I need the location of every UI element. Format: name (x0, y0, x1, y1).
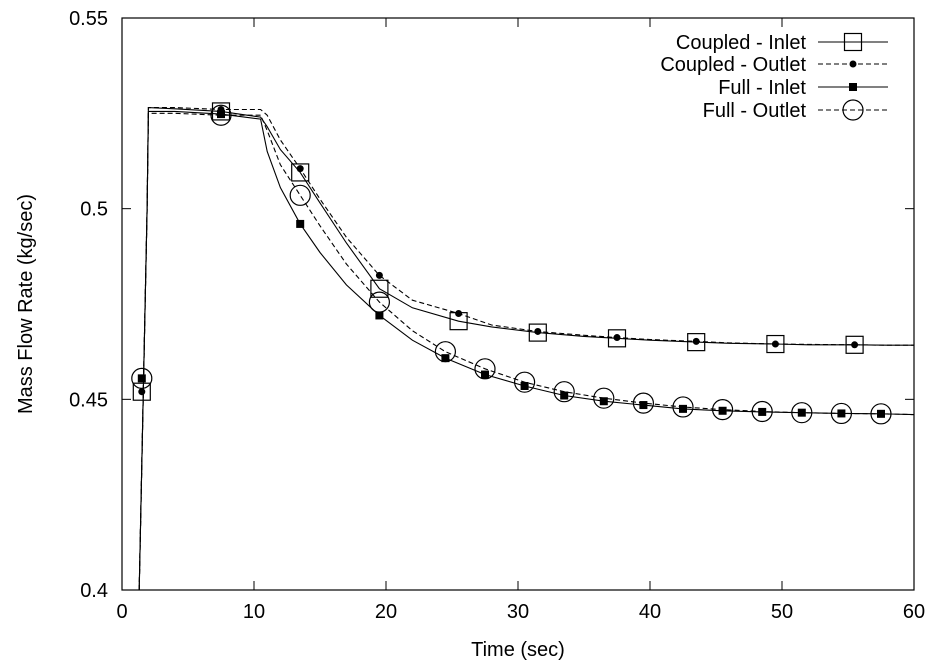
series-2 (138, 106, 914, 591)
series-point (434, 341, 456, 363)
series-3 (137, 110, 915, 591)
series-point (296, 165, 304, 173)
y-tick-label: 0.45 (69, 389, 108, 411)
series-point (291, 163, 310, 182)
series-point (441, 354, 450, 363)
series-point (375, 271, 383, 279)
legend-marker (843, 32, 863, 52)
series-point (791, 402, 813, 424)
series-point (599, 397, 608, 406)
x-tick-label: 40 (639, 601, 661, 623)
series-point (679, 404, 687, 413)
legend-marker (842, 99, 864, 121)
series-point (870, 403, 892, 425)
series-4 (131, 104, 915, 591)
series-point (851, 341, 859, 349)
legend-label: Full - Inlet (718, 77, 806, 99)
series-point (131, 367, 153, 389)
series-line (138, 107, 914, 591)
series-point (368, 291, 390, 313)
series-point (718, 406, 727, 415)
x-tick-label: 0 (116, 601, 127, 623)
series-point (593, 387, 615, 409)
series-point (751, 400, 773, 423)
series-point (474, 358, 496, 380)
y-tick-label: 0.5 (80, 199, 108, 221)
series-point (560, 391, 569, 400)
series-point (211, 102, 231, 121)
series-point (375, 311, 384, 320)
legend-label: Coupled - Outlet (660, 54, 806, 76)
series-point (513, 371, 536, 393)
series-point (370, 279, 389, 298)
legend-label: Full - Outlet (703, 100, 807, 122)
series-point (296, 219, 305, 228)
plot-series (131, 102, 915, 591)
x-tick-label: 60 (903, 601, 925, 623)
y-axis-label: Mass Flow Rate (kg/sec) (15, 194, 37, 414)
axes: 0 10 20 30 40 50 60 0.4 0.45 0.5 0.55 (69, 8, 925, 623)
series-point (289, 184, 311, 206)
series-point (672, 396, 694, 418)
x-tick-label: 50 (771, 601, 793, 623)
series-point (455, 310, 463, 318)
y-tick-label: 0.55 (69, 8, 108, 30)
series-line (138, 110, 915, 591)
series-point (830, 402, 853, 425)
series-point (613, 334, 621, 342)
series-point (481, 370, 489, 379)
series-point (553, 381, 575, 403)
legend-marker (849, 60, 857, 68)
series-point (692, 337, 700, 345)
series-point (534, 327, 542, 335)
legend-marker (849, 83, 857, 91)
series-point (520, 381, 529, 390)
series-point (210, 104, 232, 126)
series-point (138, 388, 146, 396)
series-line (138, 107, 914, 591)
series-point (639, 401, 648, 410)
series-1 (132, 102, 914, 591)
series-point (771, 340, 779, 348)
series-point (137, 374, 146, 383)
x-tick-label: 20 (375, 601, 397, 623)
series-point (217, 110, 225, 119)
series-point (132, 382, 151, 401)
series-point (632, 392, 655, 414)
y-tick-label: 0.4 (80, 580, 108, 602)
legend-label: Coupled - Inlet (676, 32, 807, 54)
x-tick-label: 30 (507, 601, 529, 623)
x-tick-label: 10 (243, 601, 265, 623)
series-point (711, 399, 734, 421)
x-axis-label: Time (sec) (471, 639, 565, 661)
series-line (138, 112, 915, 591)
